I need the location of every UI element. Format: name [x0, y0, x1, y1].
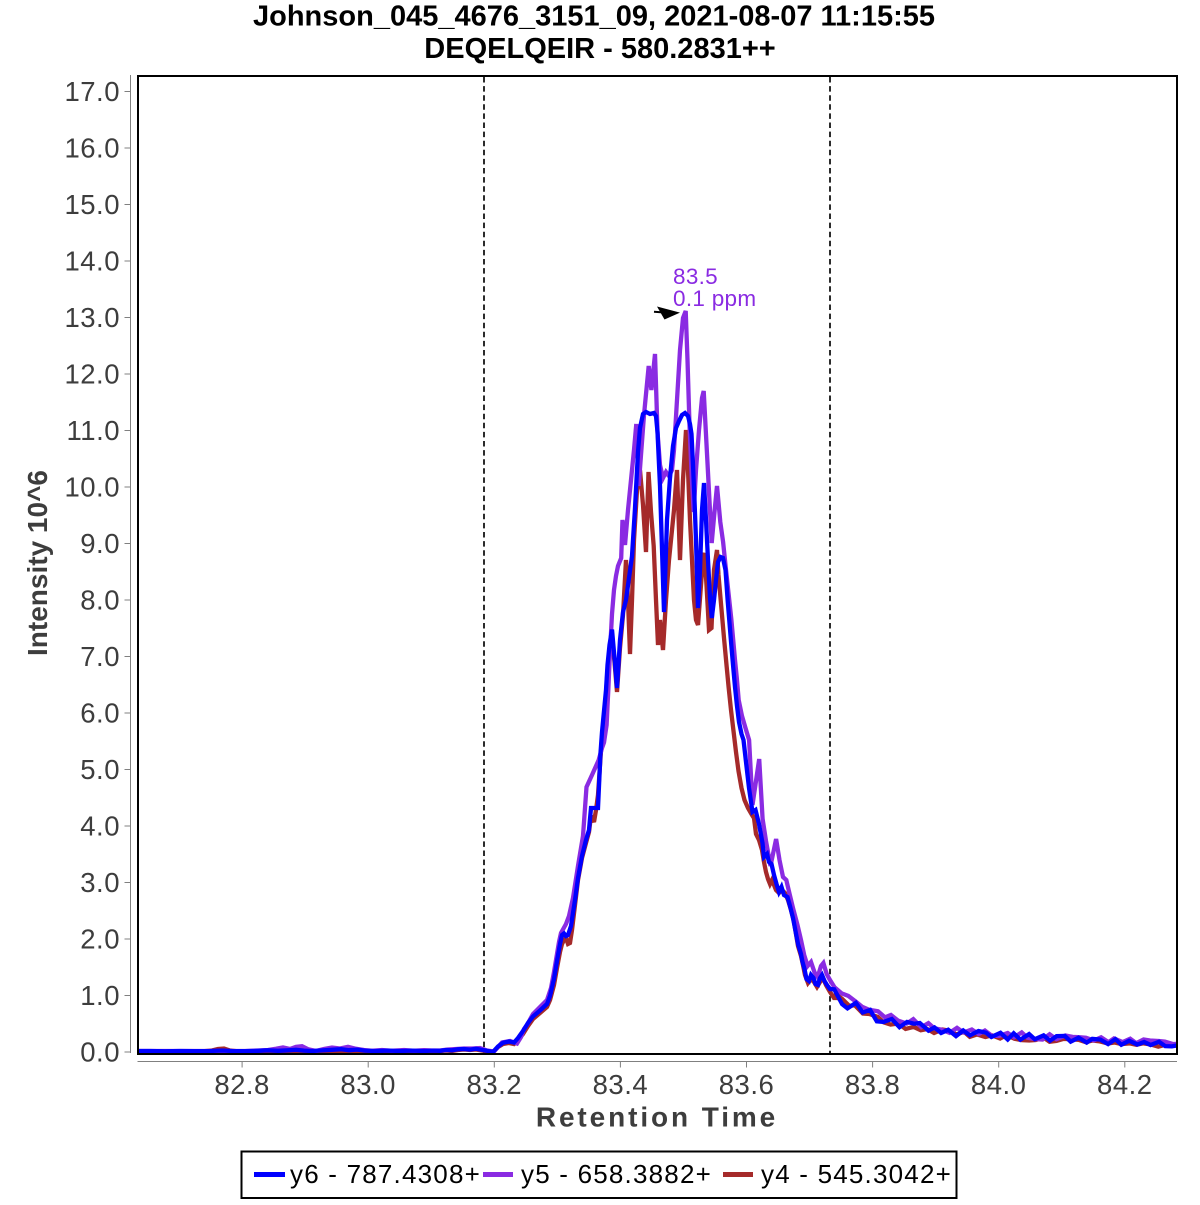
svg-text:3.0: 3.0: [80, 867, 120, 898]
svg-text:4.0: 4.0: [80, 811, 120, 842]
svg-text:0.1 ppm: 0.1 ppm: [673, 286, 756, 311]
svg-text:0.0: 0.0: [80, 1037, 120, 1068]
svg-text:y6 - 787.4308+: y6 - 787.4308+: [290, 1159, 481, 1189]
svg-text:y5 - 658.3882+: y5 - 658.3882+: [521, 1159, 712, 1189]
svg-text:83.8: 83.8: [845, 1069, 901, 1100]
svg-text:84.0: 84.0: [971, 1069, 1027, 1100]
svg-text:7.0: 7.0: [80, 641, 120, 672]
svg-text:13.0: 13.0: [64, 302, 120, 333]
svg-text:8.0: 8.0: [80, 585, 120, 616]
svg-text:14.0: 14.0: [64, 246, 120, 277]
svg-text:6.0: 6.0: [80, 698, 120, 729]
svg-text:15.0: 15.0: [64, 189, 120, 220]
svg-text:83.6: 83.6: [719, 1069, 775, 1100]
svg-text:83.0: 83.0: [340, 1069, 396, 1100]
svg-text:84.2: 84.2: [1097, 1069, 1153, 1100]
svg-text:1.0: 1.0: [80, 980, 120, 1011]
svg-text:Johnson_045_4676_3151_09, 2021: Johnson_045_4676_3151_09, 2021-08-07 11:…: [253, 1, 935, 33]
svg-text:12.0: 12.0: [64, 359, 120, 390]
svg-text:5.0: 5.0: [80, 754, 120, 785]
svg-text:83.5: 83.5: [673, 264, 718, 289]
svg-text:Retention Time: Retention Time: [536, 1102, 778, 1133]
svg-text:2.0: 2.0: [80, 924, 120, 955]
svg-text:17.0: 17.0: [64, 76, 120, 107]
svg-text:DEQELQEIR - 580.2831++: DEQELQEIR - 580.2831++: [424, 33, 775, 65]
svg-text:y4 - 545.3042+: y4 - 545.3042+: [761, 1159, 952, 1189]
svg-text:82.8: 82.8: [214, 1069, 270, 1100]
svg-text:16.0: 16.0: [64, 133, 120, 164]
svg-text:Intensity 10^6: Intensity 10^6: [22, 470, 53, 656]
svg-text:9.0: 9.0: [80, 528, 120, 559]
svg-text:10.0: 10.0: [64, 472, 120, 503]
svg-text:11.0: 11.0: [67, 415, 120, 446]
svg-text:83.2: 83.2: [467, 1069, 523, 1100]
svg-text:83.4: 83.4: [593, 1069, 649, 1100]
